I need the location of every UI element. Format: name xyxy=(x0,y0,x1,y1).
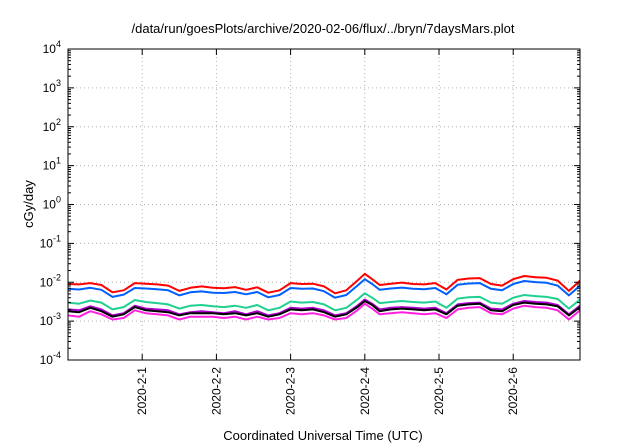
x-tick-label: 2020-2-2 xyxy=(209,367,223,415)
series-line xyxy=(67,278,581,299)
series-line xyxy=(67,298,581,317)
y-tick-label: 10-1 xyxy=(40,233,61,250)
y-tick-label: 103 xyxy=(43,78,61,95)
y-axis-label: cGy/day xyxy=(21,180,36,228)
series-line xyxy=(67,300,581,318)
x-axis-ticks: 2020-2-1 2020-2-2 2020-2-3 2020-2-4 2020-2-5… xyxy=(135,49,520,415)
y-tick-label: 101 xyxy=(43,156,61,173)
x-tick-label: 2020-2-1 xyxy=(135,367,149,415)
y-tick-label: 10-2 xyxy=(40,272,61,289)
x-tick-label: 2020-2-6 xyxy=(506,367,520,415)
data-series xyxy=(67,272,581,321)
y-tick-label: 10-4 xyxy=(40,350,61,367)
series-line xyxy=(67,272,581,295)
y-tick-label: 104 xyxy=(43,39,61,56)
chart-title: /data/run/goesPlots/archive/2020-02-06/f… xyxy=(132,21,515,36)
series-line xyxy=(67,302,581,321)
x-tick-label: 2020-2-3 xyxy=(284,367,298,415)
series-line xyxy=(67,292,581,312)
x-tick-label: 2020-2-4 xyxy=(358,367,372,415)
grid-lines xyxy=(68,49,580,360)
y-tick-label: 100 xyxy=(43,195,61,212)
y-tick-label: 10-3 xyxy=(40,311,61,328)
x-axis-label: Coordinated Universal Time (UTC) xyxy=(223,428,422,443)
y-tick-label: 102 xyxy=(43,117,61,134)
plot-frame xyxy=(67,48,581,361)
x-tick-label: 2020-2-5 xyxy=(432,367,446,415)
